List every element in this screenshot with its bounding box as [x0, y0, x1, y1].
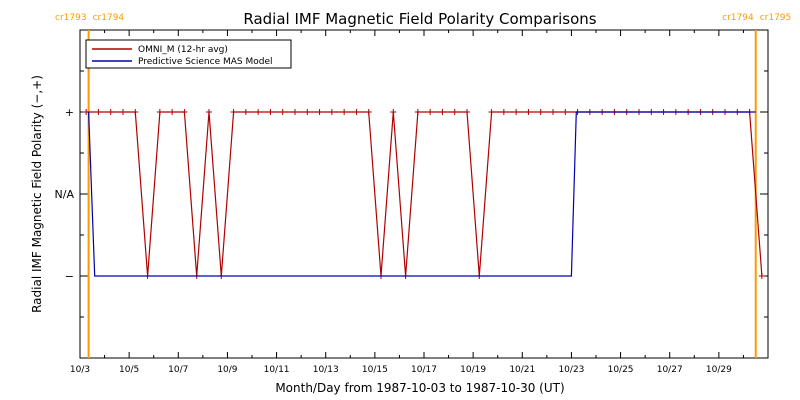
data-point-marker — [488, 109, 495, 115]
data-point-marker — [525, 109, 532, 115]
data-point-marker — [513, 109, 520, 115]
data-point-marker — [353, 109, 360, 115]
x-tick-label: 10/11 — [264, 365, 290, 375]
data-point-marker — [230, 109, 237, 115]
data-point-marker — [500, 109, 507, 115]
x-tick-label: 10/17 — [411, 365, 437, 375]
data-point-marker — [206, 109, 212, 115]
data-point-marker — [758, 273, 765, 279]
data-point-marker — [292, 109, 298, 115]
data-point-marker — [550, 109, 556, 115]
data-point-marker — [169, 109, 176, 115]
series-line-omni — [86, 111, 763, 277]
x-tick-label: 10/9 — [217, 365, 237, 375]
x-tick-label: 10/3 — [70, 365, 90, 375]
data-point-marker — [341, 109, 348, 115]
data-point-marker — [390, 109, 397, 115]
carrington-label-after: cr1795 — [760, 13, 792, 23]
x-tick-label: 10/29 — [706, 365, 732, 375]
legend: OMNI_M (12-hr avg) Predictive Science MA… — [85, 39, 292, 69]
y-tick-label: + — [65, 106, 74, 119]
data-point-marker — [328, 109, 335, 115]
x-tick-label: 10/23 — [558, 365, 584, 375]
x-tick-label: 10/15 — [362, 365, 388, 375]
x-tick-label: 10/19 — [460, 365, 486, 375]
data-point-marker — [255, 109, 262, 115]
data-point-marker — [279, 109, 286, 115]
data-point-marker — [95, 109, 102, 115]
carrington-boundaries — [87, 30, 757, 358]
data-point-marker — [537, 109, 544, 115]
carrington-labels: cr1793 cr1794 cr1794 cr1795 — [55, 13, 791, 23]
y-tick-label: − — [65, 270, 74, 283]
y-tick-label: N/A — [55, 188, 75, 201]
legend-label-omni: OMNI_M (12-hr avg) — [138, 45, 228, 55]
data-point-marker — [132, 109, 139, 115]
y-axis-label: Radial IMF Magnetic Field Polarity (−,+) — [30, 75, 44, 313]
data-point-marker — [414, 109, 421, 115]
data-point-marker — [304, 109, 311, 115]
series-group — [83, 109, 765, 279]
x-tick-label: 10/25 — [608, 365, 634, 375]
data-point-marker — [562, 109, 569, 115]
data-point-marker — [242, 109, 249, 115]
data-point-marker — [181, 109, 188, 115]
carrington-label-before: cr1794 — [722, 13, 754, 23]
data-point-marker — [267, 109, 274, 115]
x-tick-label: 10/5 — [119, 365, 139, 375]
carrington-label-before: cr1793 — [55, 13, 87, 23]
x-tick-label: 10/7 — [168, 365, 188, 375]
data-point-marker — [439, 109, 446, 115]
plot-frame — [79, 29, 769, 359]
data-point-marker — [451, 109, 458, 115]
data-point-marker — [107, 109, 114, 115]
data-point-marker — [464, 109, 470, 115]
data-point-marker — [427, 109, 434, 115]
x-axis-label: Month/Day from 1987-10-03 to 1987-10-30 … — [275, 381, 564, 395]
data-point-marker — [120, 109, 126, 115]
chart-title: Radial IMF Magnetic Field Polarity Compa… — [243, 10, 596, 28]
data-point-marker — [316, 109, 323, 115]
x-tick-label: 10/27 — [657, 365, 683, 375]
data-point-marker — [83, 109, 90, 115]
legend-label-mas: Predictive Science MAS Model — [138, 57, 273, 67]
data-point-marker — [365, 109, 372, 115]
data-point-marker — [156, 109, 163, 115]
carrington-label-after: cr1794 — [93, 13, 125, 23]
series-line-mas — [88, 111, 756, 277]
x-tick-label: 10/13 — [313, 365, 339, 375]
x-tick-label: 10/21 — [509, 365, 535, 375]
axis-ticks: 10/3 10/5 10/7 10/9 10/11 10/13 10/15 10/17 10/1… — [55, 30, 768, 375]
legend-box — [85, 39, 292, 69]
